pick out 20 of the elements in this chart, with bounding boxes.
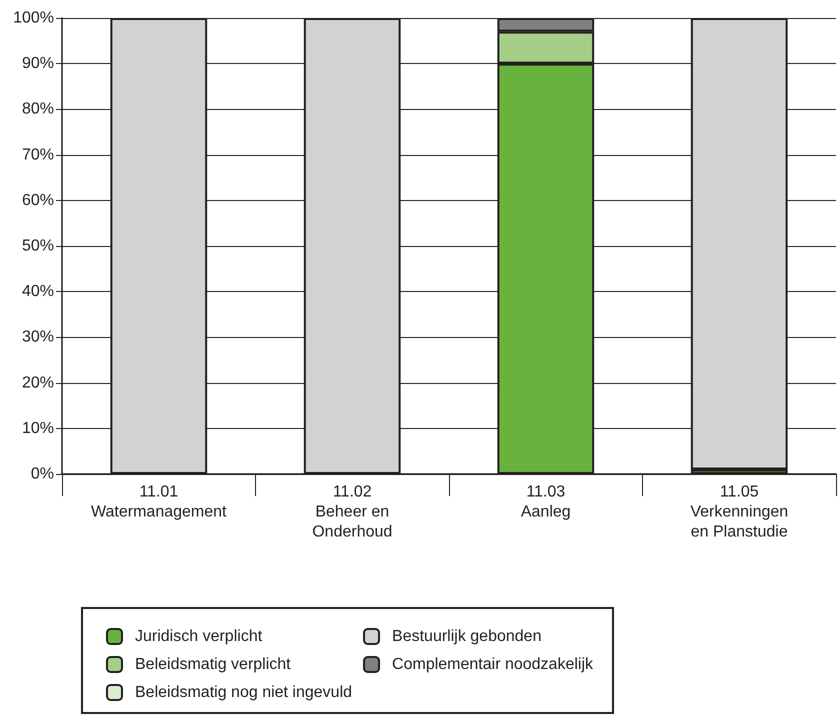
x-tick-label: 11.03 Aanleg: [520, 484, 571, 520]
y-tick-label: 70%: [22, 146, 54, 164]
y-tick-label: 100%: [13, 10, 54, 26]
y-tick-label: 30%: [22, 328, 54, 346]
legend-label: Beleidsmatig verplicht: [135, 656, 292, 673]
y-tick-label: 60%: [22, 192, 54, 209]
y-tick-label: 0%: [30, 466, 54, 482]
legend-label: Juridisch verplicht: [135, 628, 263, 645]
y-tick-label: 90%: [22, 55, 54, 72]
y-tick-label: 20%: [22, 374, 54, 392]
x-tick-label: 11.01 Watermanagement: [91, 484, 228, 520]
y-tick-label: 40%: [22, 283, 54, 300]
legend-label: Complementair noodzakelijk: [392, 656, 594, 673]
y-tick-label: 80%: [22, 100, 54, 118]
legend-label: Bestuurlijk gebonden: [392, 628, 542, 645]
y-tick-label: 50%: [22, 238, 54, 254]
x-tick-label: 11.02 Beheer en Onderhoud: [312, 484, 392, 540]
x-tick-label: 11.05 Verkenningen en Planstudie: [690, 484, 788, 540]
legend-label: Beleidsmatig nog niet ingevuld: [135, 684, 352, 701]
y-tick-label: 10%: [22, 420, 54, 437]
